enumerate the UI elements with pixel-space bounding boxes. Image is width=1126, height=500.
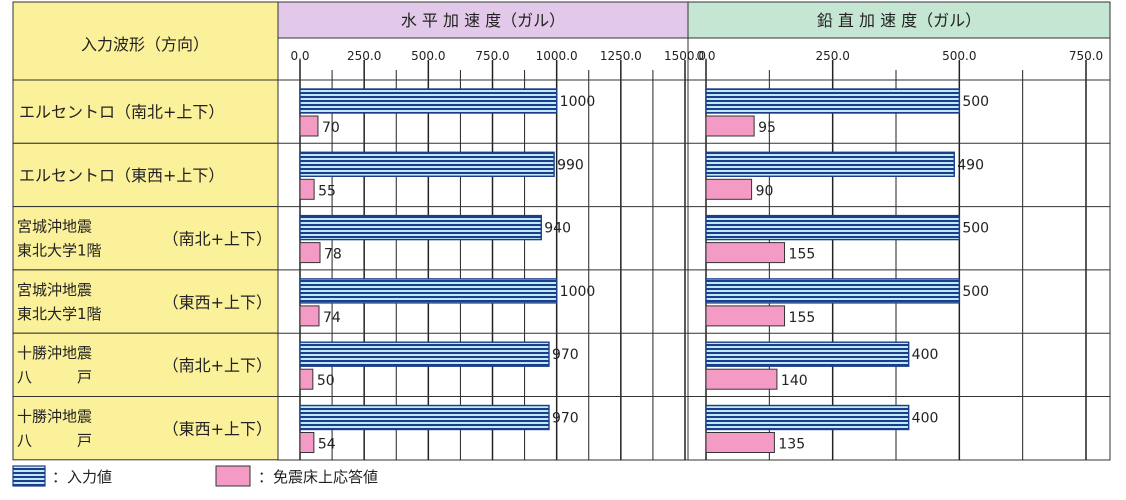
legend-response-label: ：免震床上応答値 xyxy=(258,468,378,486)
horizontal-input-bar xyxy=(299,88,558,114)
horizontal-response-value-label: 55 xyxy=(318,183,336,199)
vertical-response-value-label: 140 xyxy=(781,373,808,389)
horizontal-input-value-label: 1000 xyxy=(560,94,596,110)
horizontal-tick-label: 1500.0 xyxy=(664,49,706,63)
row-label-text: エルセントロ（南北+上下） xyxy=(19,103,224,122)
header-vertical-label: 鉛 直 加 速 度（ガル） xyxy=(817,11,981,30)
legend-response-swatch xyxy=(215,465,251,487)
legend-input-label: ：入力値 xyxy=(52,468,112,486)
horizontal-input-value-label: 970 xyxy=(552,411,579,427)
vertical-input-value-label: 500 xyxy=(962,221,989,237)
horizontal-input-value-label: 1000 xyxy=(560,284,596,300)
vertical-input-bar xyxy=(705,341,910,367)
vertical-response-bar xyxy=(705,242,786,264)
row-label-line1: 宮城沖地震 xyxy=(17,218,92,236)
horizontal-response-bar xyxy=(299,115,319,137)
header-input-label: 入力波形（方向） xyxy=(81,35,209,54)
horizontal-input-bar xyxy=(299,214,542,241)
row-label-line2: 八 戸 xyxy=(17,432,92,450)
vertical-response-value-label: 90 xyxy=(756,183,774,199)
row-label-line1: 宮城沖地震 xyxy=(17,281,92,299)
row-label-line2: 東北大学1階 xyxy=(17,242,102,260)
vertical-tick-label: 0.0 xyxy=(696,49,715,63)
horizontal-input-value-label: 940 xyxy=(544,221,571,237)
horizontal-tick-label: 0.0 xyxy=(290,49,309,63)
horizontal-response-bar xyxy=(299,178,315,200)
horizontal-input-value-label: 990 xyxy=(557,157,584,173)
row-label-line2: 東北大学1階 xyxy=(17,305,102,323)
horizontal-response-value-label: 78 xyxy=(324,247,342,263)
vertical-response-bar xyxy=(705,178,753,200)
row-label-line1: 十勝沖地震 xyxy=(17,408,92,426)
horizontal-input-bar xyxy=(299,278,558,304)
header-vertical-cell xyxy=(687,1,1111,39)
horizontal-tick-label: 1000.0 xyxy=(536,49,578,63)
horizontal-response-bar xyxy=(299,305,320,327)
row-label-cell xyxy=(12,332,279,398)
vertical-input-value-label: 500 xyxy=(962,284,989,300)
header-horizontal-cell xyxy=(277,1,689,39)
row-label-cell xyxy=(12,79,279,144)
horizontal-response-value-label: 74 xyxy=(323,310,341,326)
horizontal-response-value-label: 70 xyxy=(322,120,340,136)
vertical-response-bar xyxy=(705,115,755,137)
vertical-response-bar xyxy=(705,432,775,453)
horizontal-input-value-label: 970 xyxy=(552,347,579,363)
row-label-direction: （東西+上下） xyxy=(163,293,272,312)
row-label-text: エルセントロ（東西+上下） xyxy=(19,166,224,185)
vertical-response-value-label: 135 xyxy=(778,437,805,453)
legend-input-swatch xyxy=(12,465,46,487)
horizontal-tick-label: 1250.0 xyxy=(600,49,642,63)
vertical-response-value-label: 95 xyxy=(758,120,776,136)
horizontal-tick-label: 250.0 xyxy=(347,49,381,63)
vertical-input-value-label: 400 xyxy=(912,347,939,363)
vertical-response-value-label: 155 xyxy=(789,310,816,326)
vertical-input-bar xyxy=(705,214,961,241)
vertical-input-bar xyxy=(705,278,961,304)
vertical-input-bar xyxy=(705,404,910,431)
row-label-line2: 八 戸 xyxy=(17,368,92,386)
vertical-input-value-label: 500 xyxy=(962,94,989,110)
horizontal-response-bar xyxy=(299,242,321,264)
row-label-direction: （南北+上下） xyxy=(163,356,272,375)
vertical-tick-label: 250.0 xyxy=(815,49,849,63)
row-label-cell xyxy=(12,269,279,334)
horizontal-response-bar xyxy=(299,368,314,390)
vertical-plot-frame xyxy=(687,37,1111,461)
horizontal-tick-label: 750.0 xyxy=(475,49,509,63)
horizontal-response-value-label: 50 xyxy=(317,373,335,389)
row-label-cell xyxy=(12,396,279,461)
vertical-tick-label: 750.0 xyxy=(1069,49,1103,63)
header-horizontal-label: 水 平 加 速 度（ガル） xyxy=(401,11,565,30)
horizontal-response-value-label: 54 xyxy=(318,437,336,453)
horizontal-input-bar xyxy=(299,341,550,367)
horizontal-response-bar xyxy=(299,432,315,453)
header-input-cell xyxy=(12,1,279,81)
row-label-direction: （東西+上下） xyxy=(163,420,272,439)
row-label-line1: 十勝沖地震 xyxy=(17,344,92,362)
vertical-response-bar xyxy=(705,305,786,327)
horizontal-tick-label: 500.0 xyxy=(411,49,445,63)
vertical-response-value-label: 155 xyxy=(789,247,816,263)
row-label-cell xyxy=(12,142,279,208)
horizontal-input-bar xyxy=(299,404,550,431)
vertical-input-bar xyxy=(705,88,961,114)
vertical-input-bar xyxy=(705,151,955,178)
vertical-tick-label: 500.0 xyxy=(942,49,976,63)
horizontal-input-bar xyxy=(299,151,555,178)
vertical-input-value-label: 400 xyxy=(912,411,939,427)
row-label-direction: （南北+上下） xyxy=(163,230,272,249)
vertical-response-bar xyxy=(705,368,778,390)
vertical-input-value-label: 490 xyxy=(957,157,984,173)
